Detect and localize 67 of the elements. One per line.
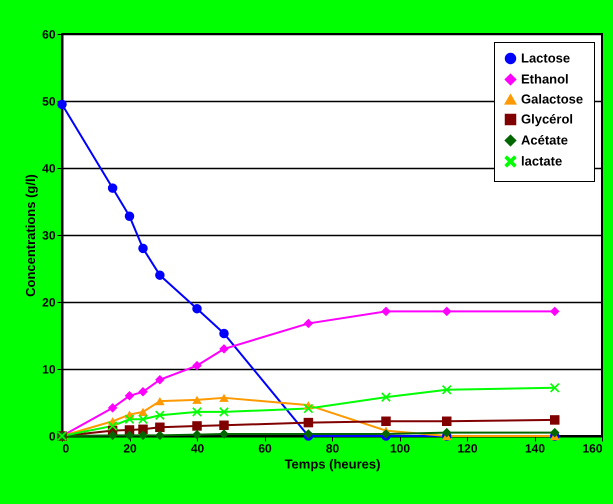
y-axis-title: Concentrations (g/l) [23,174,38,297]
point [192,396,202,404]
legend-label: Lactose [521,50,570,66]
point [550,383,560,393]
point [219,407,229,417]
point [442,385,452,395]
x-tick-label: 160 [582,442,603,456]
point [304,418,314,428]
point [155,397,165,406]
point [155,270,165,280]
y-tick-label: 10 [42,362,56,376]
x-tick-label: 140 [524,442,546,456]
point [219,394,229,402]
point [381,392,391,402]
y-tick-label: 0 [48,430,56,444]
point [155,410,165,420]
point [138,408,148,416]
point [155,422,165,432]
x-axis-title: Temps (heures) [284,456,380,472]
point [124,212,134,221]
point [192,430,202,440]
point [192,360,202,370]
legend-label: Galactose [521,92,584,106]
point [442,428,452,438]
point [108,430,118,440]
legend-label: Ethanol [521,72,569,86]
point [138,387,148,397]
y-tick-label: 30 [42,228,56,242]
x-tick-label: 80 [326,442,340,456]
point [442,306,452,316]
point [192,407,202,417]
point [124,391,134,401]
point [108,183,118,193]
point [155,374,165,384]
point [304,404,314,414]
y-tick-label: 50 [42,94,56,108]
point [219,328,229,338]
point [108,403,118,413]
legend-label: Glycérol [521,112,574,126]
x-tick-label: 20 [123,442,137,456]
point [219,429,229,439]
point [219,420,229,430]
point [108,421,118,431]
x-tick-label: 60 [258,442,272,456]
point [192,304,202,314]
legend-label: Acétate [521,132,568,148]
point [304,318,314,328]
point [138,244,148,254]
point [219,344,229,354]
y-tick-label: 60 [42,28,56,42]
point [550,415,560,425]
point [442,416,452,426]
point [124,430,134,440]
y-tick-label: 40 [42,162,56,176]
point [192,421,202,431]
point [550,306,560,316]
point [138,430,148,440]
point [381,416,391,426]
x-tick-label: 40 [190,442,204,456]
y-tick-label: 20 [42,296,56,310]
x-tick-label: 120 [457,442,478,456]
point [155,430,165,440]
point [550,428,560,438]
x-tick-label: 0 [62,442,70,456]
legend-label: lactate [521,154,562,168]
x-tick-label: 100 [390,442,410,456]
point [381,306,391,316]
